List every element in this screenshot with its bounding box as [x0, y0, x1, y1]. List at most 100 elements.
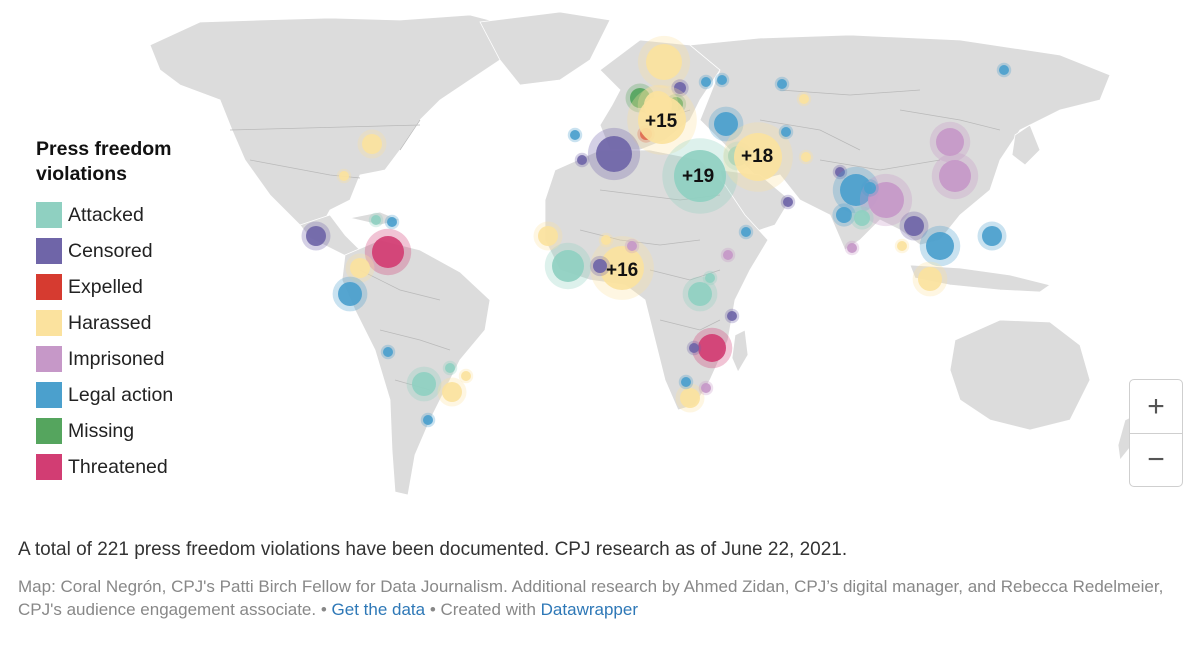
- marker-harassed[interactable]: [680, 388, 700, 408]
- cluster-label-europe[interactable]: +15: [645, 111, 678, 132]
- legend-swatch-missing: [36, 418, 62, 444]
- marker-harassed[interactable]: [638, 96, 686, 144]
- marker-legal-action[interactable]: [681, 377, 691, 387]
- land-greenland: [479, 11, 611, 86]
- legend-swatch-attacked: [36, 202, 62, 228]
- legend-swatch-harassed: [36, 310, 62, 336]
- marker-harassed[interactable]: [442, 382, 462, 402]
- marker-attacked[interactable]: [674, 150, 726, 202]
- marker-attacked[interactable]: [854, 210, 870, 226]
- zoom-in-button[interactable]: +: [1147, 389, 1165, 423]
- marker-censored[interactable]: [577, 155, 587, 165]
- map-area[interactable]: +15 +19 +18 +16: [0, 0, 1196, 520]
- cluster-label-west-africa[interactable]: +16: [606, 260, 638, 281]
- cluster-labels: +15 +19 +18 +16: [606, 111, 773, 281]
- marker-imprisoned[interactable]: [936, 128, 964, 156]
- marker-attacked[interactable]: [371, 215, 381, 225]
- marker-harassed[interactable]: [362, 134, 382, 154]
- marker-attacked[interactable]: [412, 372, 436, 396]
- world-map[interactable]: +15 +19 +18 +16: [0, 0, 1196, 520]
- marker-censored[interactable]: [904, 216, 924, 236]
- marker-censored[interactable]: [674, 82, 686, 94]
- marker-attacked[interactable]: [705, 273, 715, 283]
- land-masses: [149, 11, 1136, 496]
- legend-swatch-legal-action: [36, 382, 62, 408]
- land-australia: [949, 319, 1091, 431]
- legend-label-imprisoned: Imprisoned: [68, 347, 165, 370]
- legend-label-expelled: Expelled: [68, 275, 143, 298]
- datawrapper-link[interactable]: Datawrapper: [540, 600, 638, 619]
- marker-harassed[interactable]: [646, 44, 682, 80]
- marker-legal-action[interactable]: [926, 232, 954, 260]
- marker-censored[interactable]: [596, 136, 632, 172]
- marker-imprisoned[interactable]: [701, 383, 711, 393]
- marker-legal-action[interactable]: [701, 77, 711, 87]
- legend-item-legal-action: Legal action: [36, 377, 226, 413]
- marker-legal-action[interactable]: [741, 227, 751, 237]
- marker-legal-action[interactable]: [423, 415, 433, 425]
- marker-censored[interactable]: [727, 311, 737, 321]
- marker-legal-action[interactable]: [777, 79, 787, 89]
- legend-label-threatened: Threatened: [68, 455, 168, 478]
- marker-threatened[interactable]: [372, 236, 404, 268]
- marker-harassed[interactable]: [799, 94, 809, 104]
- legend-title-line2: violations: [36, 163, 128, 185]
- marker-harassed[interactable]: [734, 133, 782, 181]
- violation-markers[interactable]: [301, 35, 1012, 428]
- marker-harassed[interactable]: [600, 246, 644, 290]
- marker-legal-action[interactable]: [338, 282, 362, 306]
- marker-imprisoned[interactable]: [723, 250, 733, 260]
- zoom-out-button[interactable]: −: [1130, 433, 1182, 486]
- legend-label-harassed: Harassed: [68, 311, 152, 334]
- legend-title: Press freedom violations: [36, 137, 226, 187]
- marker-imprisoned[interactable]: [847, 243, 857, 253]
- marker-imprisoned[interactable]: [627, 241, 637, 251]
- marker-legal-action[interactable]: [781, 127, 791, 137]
- cluster-label-gulf[interactable]: +18: [741, 146, 773, 167]
- marker-imprisoned[interactable]: [939, 160, 971, 192]
- legend: Press freedom violations Attacked Censor…: [36, 137, 226, 485]
- legend-item-harassed: Harassed: [36, 305, 226, 341]
- marker-attacked[interactable]: [445, 363, 455, 373]
- credit-text: Map: Coral Negrón, CPJ's Patti Birch Fel…: [18, 577, 1164, 619]
- marker-legal-action[interactable]: [717, 75, 727, 85]
- marker-harassed[interactable]: [339, 171, 349, 181]
- marker-harassed[interactable]: [918, 267, 942, 291]
- legend-label-attacked: Attacked: [68, 203, 144, 226]
- marker-censored[interactable]: [593, 259, 607, 273]
- marker-threatened[interactable]: [698, 334, 726, 362]
- legend-item-expelled: Expelled: [36, 269, 226, 305]
- legend-item-imprisoned: Imprisoned: [36, 341, 226, 377]
- marker-harassed[interactable]: [801, 152, 811, 162]
- zoom-controls: + −: [1129, 379, 1183, 487]
- marker-legal-action[interactable]: [570, 130, 580, 140]
- get-the-data-link[interactable]: Get the data: [331, 600, 426, 619]
- marker-legal-action[interactable]: [836, 207, 852, 223]
- marker-attacked[interactable]: [552, 250, 584, 282]
- marker-legal-action[interactable]: [864, 182, 876, 194]
- marker-legal-action[interactable]: [387, 217, 397, 227]
- legend-label-missing: Missing: [68, 419, 135, 442]
- marker-legal-action[interactable]: [999, 65, 1009, 75]
- marker-harassed[interactable]: [538, 226, 558, 246]
- marker-legal-action[interactable]: [383, 347, 393, 357]
- marker-legal-action[interactable]: [982, 226, 1002, 246]
- marker-harassed[interactable]: [350, 258, 370, 278]
- marker-censored[interactable]: [835, 167, 845, 177]
- legend-title-line1: Press freedom: [36, 138, 172, 160]
- marker-harassed[interactable]: [461, 371, 471, 381]
- marker-censored[interactable]: [689, 343, 699, 353]
- marker-legal-action[interactable]: [840, 174, 872, 206]
- legend-swatch-imprisoned: [36, 346, 62, 372]
- marker-censored[interactable]: [306, 226, 326, 246]
- cluster-label-middle-east[interactable]: +19: [682, 166, 714, 187]
- caption-summary: A total of 221 press freedom violations …: [18, 539, 848, 560]
- marker-legal-action[interactable]: [714, 112, 738, 136]
- legend-item-attacked: Attacked: [36, 197, 226, 233]
- marker-censored[interactable]: [783, 197, 793, 207]
- marker-attacked[interactable]: [688, 282, 712, 306]
- marker-imprisoned[interactable]: [868, 182, 904, 218]
- marker-harassed[interactable]: [897, 241, 907, 251]
- legend-item-missing: Missing: [36, 413, 226, 449]
- marker-harassed[interactable]: [601, 235, 611, 245]
